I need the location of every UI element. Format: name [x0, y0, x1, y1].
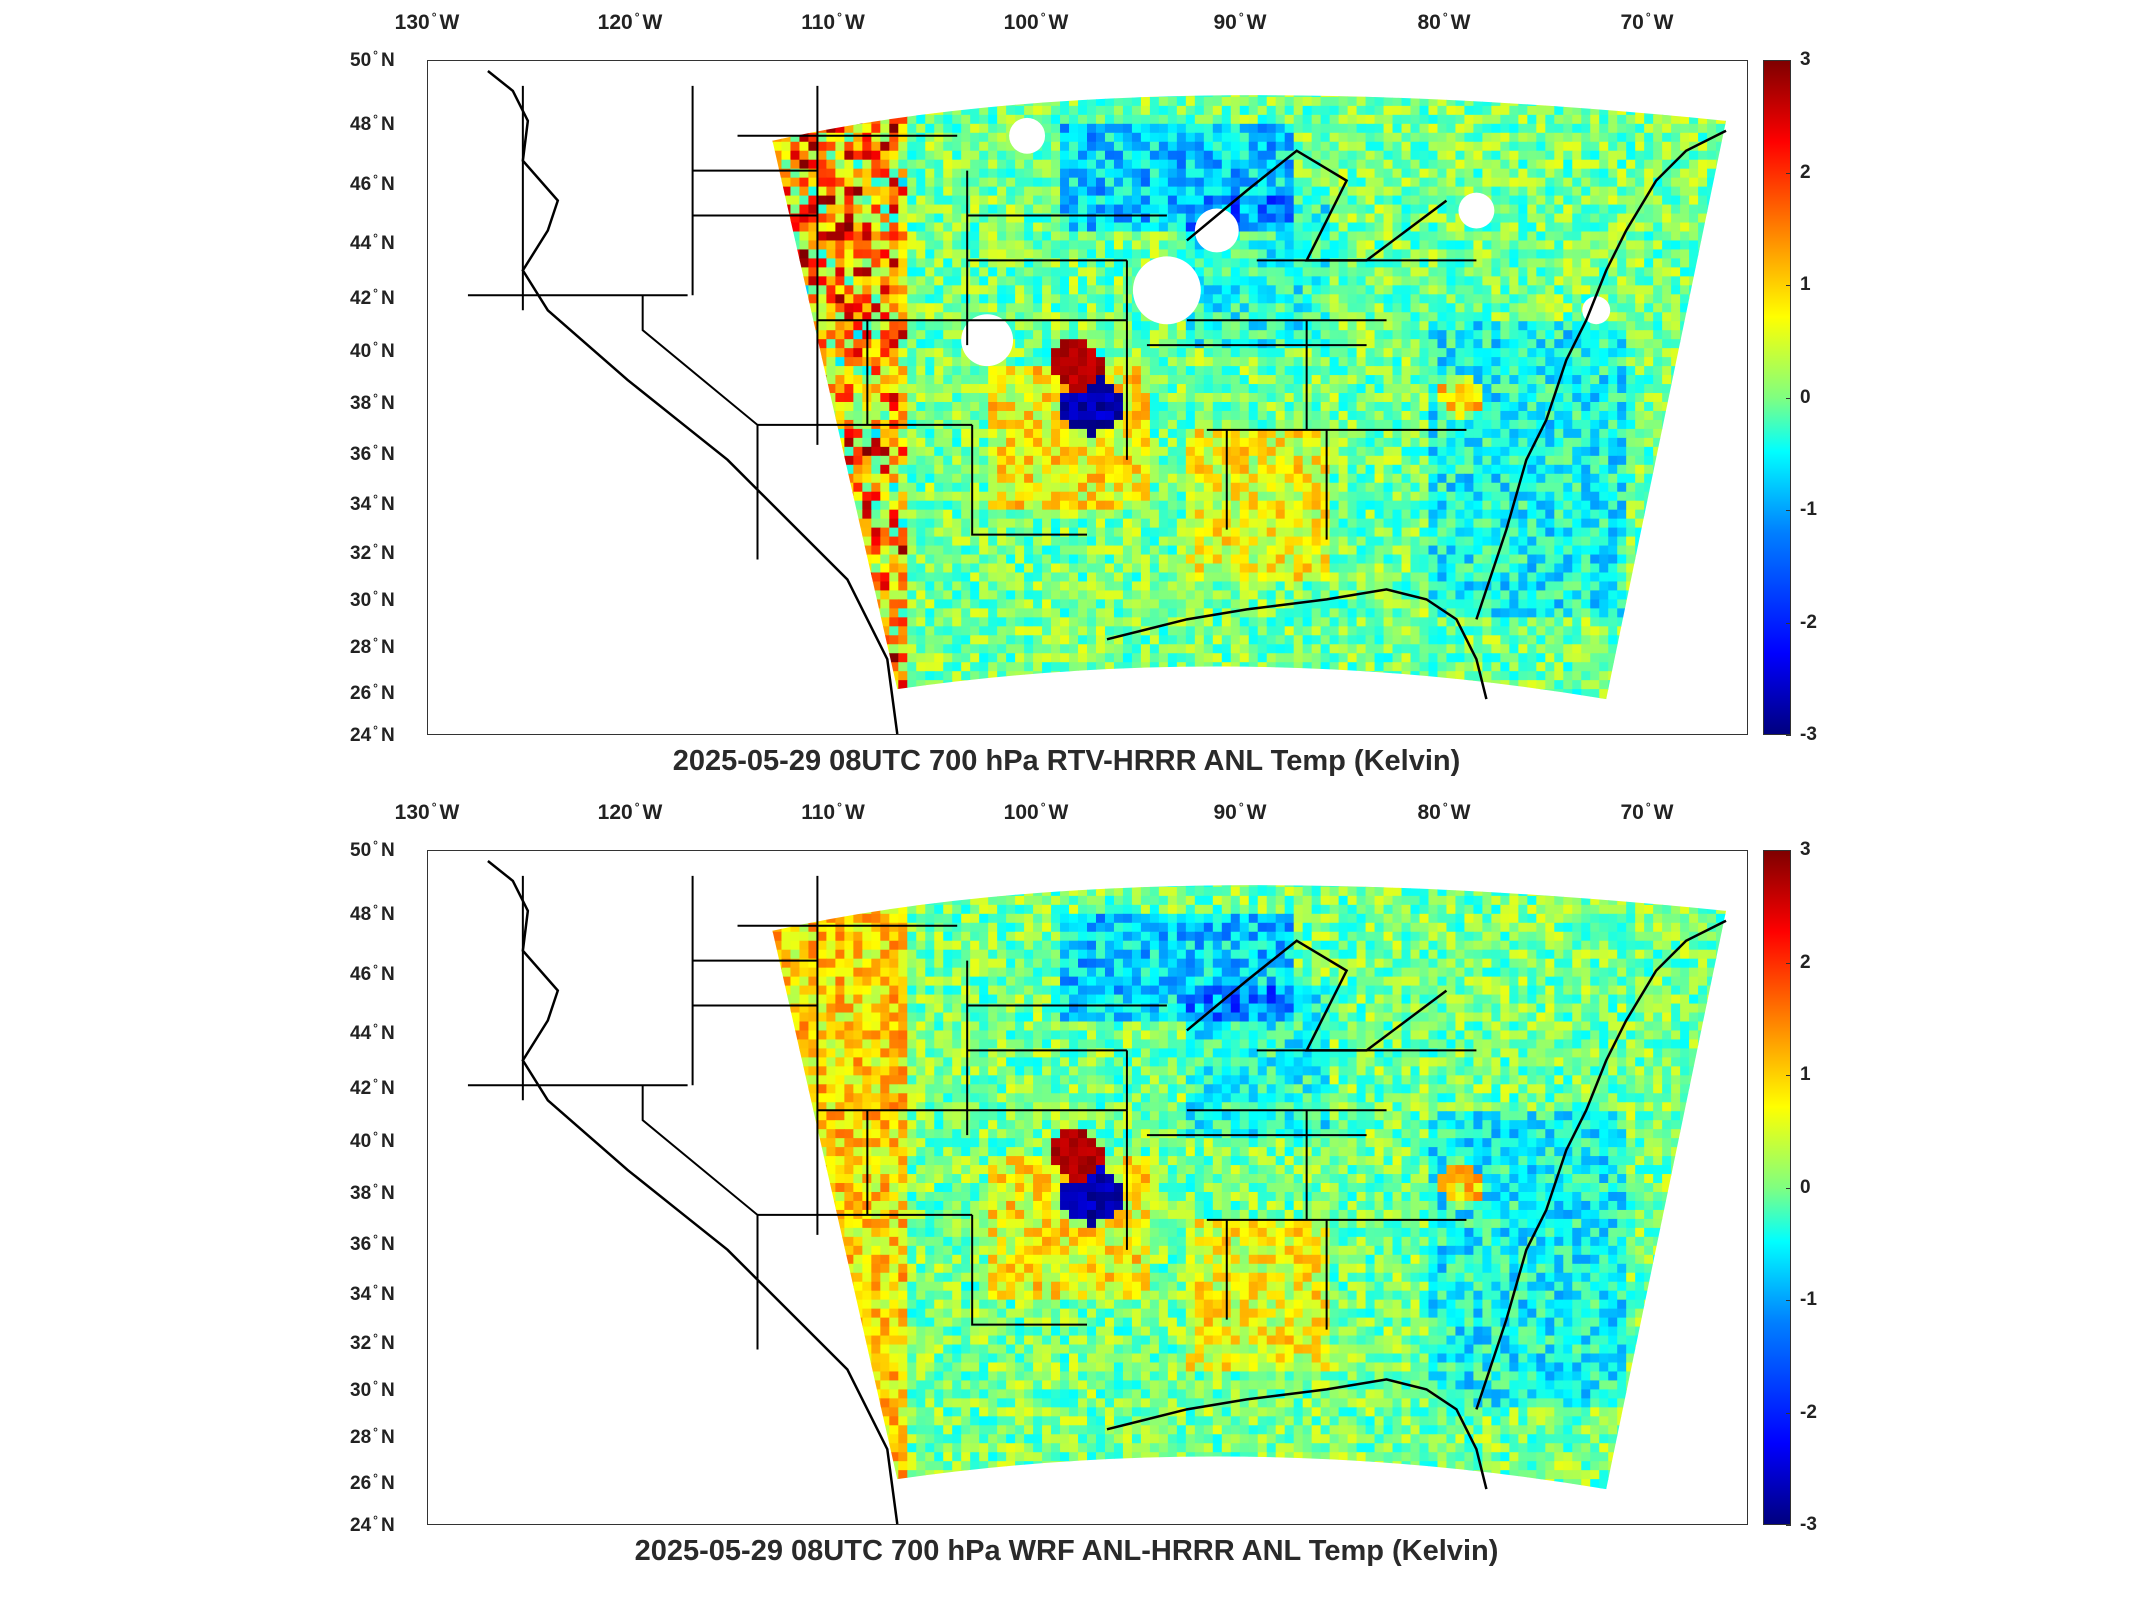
lat-label: 24 ° N: [350, 1512, 395, 1537]
lat-label: 32 ° N: [350, 1331, 395, 1355]
colorbar-tick: [1786, 60, 1791, 61]
colorbar-tick: [1786, 850, 1791, 851]
lat-label: 46 ° N: [350, 171, 395, 195]
lat-label: 38 ° N: [350, 1180, 395, 1205]
lat-label: 38 ° N: [350, 390, 395, 415]
lat-label: 28 ° N: [350, 634, 395, 658]
lon-label: 130 ° W: [394, 10, 460, 34]
lat-label: 36 ° N: [350, 1232, 395, 1256]
lat-label: 42 ° N: [350, 1076, 395, 1100]
lat-label: 34 ° N: [350, 1281, 395, 1306]
lon-label: 120 ° W: [597, 800, 663, 824]
colorbar-tick: [1786, 397, 1791, 399]
colorbar-tick-label: 3: [1800, 49, 1811, 70]
colorbar-tick: [1786, 1525, 1791, 1526]
colorbar-tick: [1786, 962, 1791, 964]
temperature-field: [467, 69, 1727, 734]
colorbar-tick-label: 2: [1800, 161, 1811, 183]
panel-title: 2025-05-29 08UTC 700 hPa RTV-HRRR ANL Te…: [672, 745, 1461, 777]
lat-label: 24 ° N: [350, 722, 395, 747]
colorbar-tick: [1786, 622, 1791, 624]
colorbar-tick: [1786, 285, 1791, 286]
state-boundaries: [467, 69, 1727, 734]
panel-title: 2025-05-29 08UTC 700 hPa WRF ANL-HRRR AN…: [634, 1535, 1499, 1567]
colorbar-tick: [1786, 510, 1791, 511]
lon-label: 70 ° W: [1620, 800, 1674, 824]
lon-label: 100 ° W: [1003, 10, 1069, 34]
lat-label: 26 ° N: [350, 680, 395, 705]
lat-label: 46 ° N: [350, 961, 395, 985]
lat-label: 40 ° N: [350, 338, 395, 363]
colorbar-tick-label: -2: [1800, 1401, 1817, 1423]
colorbar-tick: [1786, 1075, 1791, 1076]
colorbar-tick-label: -3: [1800, 724, 1817, 745]
lat-label: 42 ° N: [350, 286, 395, 310]
lat-label: 36 ° N: [350, 442, 395, 466]
colorbar-tick-label: 3: [1800, 839, 1811, 860]
panel-rtv: 130 ° W 120 ° W 110 ° W 100 ° W 90 ° W 80 ° W 70 ° W 50 ° N 48 ° N…: [350, 10, 1817, 777]
lat-label: 44 ° N: [350, 230, 395, 255]
lon-label: 80 ° W: [1417, 800, 1471, 824]
colorbar-tick-label: 0: [1800, 1176, 1811, 1198]
lon-label: 90 ° W: [1213, 800, 1267, 824]
colorbar-tick: [1786, 1300, 1791, 1301]
lon-label: 130 ° W: [394, 800, 460, 824]
lat-label: 48 ° N: [350, 901, 395, 926]
colorbar-tick: [1786, 1187, 1791, 1189]
lat-label: 28 ° N: [350, 1424, 395, 1448]
colorbar-tick-label: -1: [1800, 499, 1817, 520]
colorbar-tick-label: 0: [1800, 386, 1811, 408]
lat-label: 48 ° N: [350, 111, 395, 136]
colorbar-tick-label: -1: [1800, 1289, 1817, 1310]
colorbar-tick: [1786, 735, 1791, 736]
lon-label: 110 ° W: [801, 10, 865, 34]
temperature-field: [467, 859, 1727, 1524]
colorbar-tick-label: 2: [1800, 951, 1811, 973]
lat-label: 30 ° N: [350, 1377, 395, 1402]
panel-wrf: 130 ° W 120 ° W 110 ° W 100 ° W 90 ° W 80 ° W 70 ° W 50 ° N 48 ° N…: [0, 790, 2133, 1590]
colorbar-tick: [1786, 172, 1791, 174]
lat-label: 32 ° N: [350, 541, 395, 565]
map-area[interactable]: [427, 850, 1748, 1525]
map-area[interactable]: [427, 60, 1748, 735]
lat-label: 44 ° N: [350, 1020, 395, 1045]
lat-label: 26 ° N: [350, 1470, 395, 1495]
lat-label: 50 ° N: [350, 837, 395, 862]
lon-label: 80 ° W: [1417, 10, 1471, 34]
lat-label: 50 ° N: [350, 47, 395, 72]
lat-label: 30 ° N: [350, 587, 395, 612]
lon-label: 90 ° W: [1213, 10, 1267, 34]
lon-label: 120 ° W: [597, 10, 663, 34]
colorbar-tick-label: 1: [1800, 274, 1811, 295]
lon-label: 100 ° W: [1003, 800, 1069, 824]
lon-label: 110 ° W: [801, 800, 865, 824]
lon-label: 70 ° W: [1620, 10, 1674, 34]
colorbar-tick: [1786, 1412, 1791, 1414]
colorbar-tick-label: -2: [1800, 611, 1817, 633]
state-boundaries: [467, 859, 1727, 1524]
colorbar-tick-label: 1: [1800, 1064, 1811, 1085]
lat-label: 40 ° N: [350, 1128, 395, 1153]
lat-label: 34 ° N: [350, 491, 395, 516]
colorbar-tick-label: -3: [1800, 1514, 1817, 1535]
